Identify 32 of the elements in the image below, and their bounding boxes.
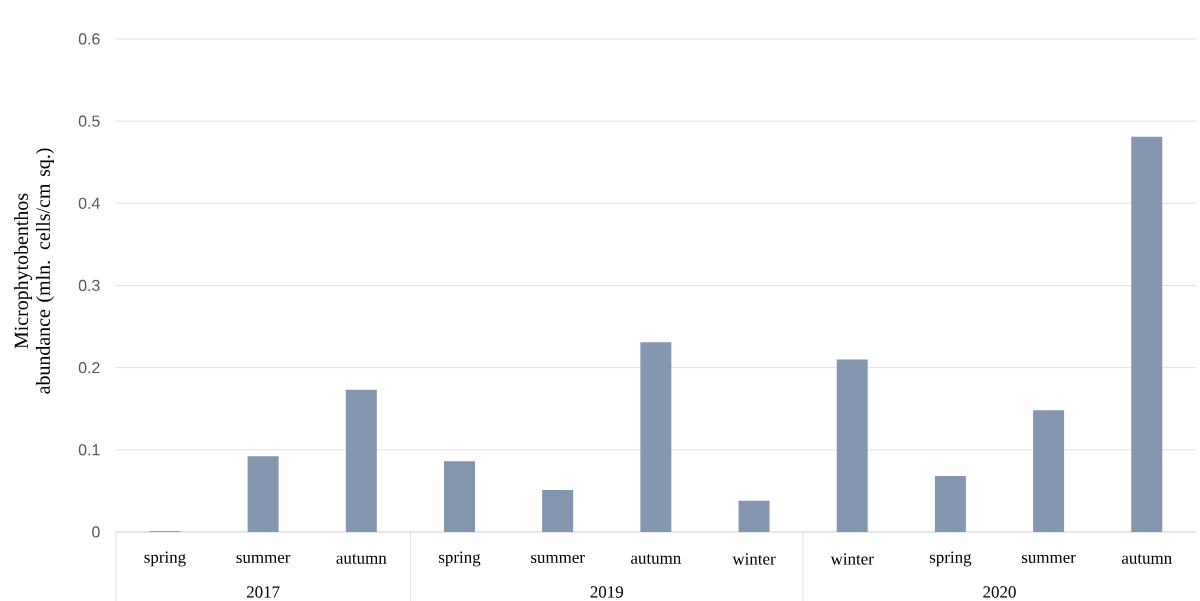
x-tick-label: winter [830,553,874,565]
y-tick-label: 0 [92,526,100,538]
x-tick-label: winter [732,553,776,565]
bar [836,359,868,532]
y-tick-label: 0.4 [78,197,100,209]
x-tick-label: autumn [1121,554,1172,564]
text: 2017 [246,586,280,598]
x-tick-label: spring [144,551,186,567]
y-tick-label: 0.3 [78,279,100,292]
bar [1033,410,1065,532]
bar [345,389,377,532]
y-tick-label: 0.5 [78,115,100,127]
x-tick-label: autumn [336,554,387,564]
text: 2020 [983,586,1016,598]
y-tick-label: 0.2 [78,362,100,374]
bar [542,490,574,532]
x-tick-label: spring [929,551,972,567]
y-tick-label: 0.6 [78,33,100,45]
y-axis-title: Microphytobenthos abundance (mln. cells/cm sq.) [14,148,54,394]
x-tick-label: autumn [631,554,682,564]
x-tick-label: summer [236,554,291,564]
bar [934,476,966,532]
x-tick-label: summer [531,554,585,564]
bar [640,342,672,532]
text: 2019 [590,586,624,598]
bar [1131,136,1163,532]
bar [444,461,475,532]
bar [738,500,770,532]
bar [247,456,279,532]
x-tick-label: summer [1021,554,1076,564]
y-tick-label: 0.1 [78,444,100,456]
x-tick-label: spring [439,551,481,567]
